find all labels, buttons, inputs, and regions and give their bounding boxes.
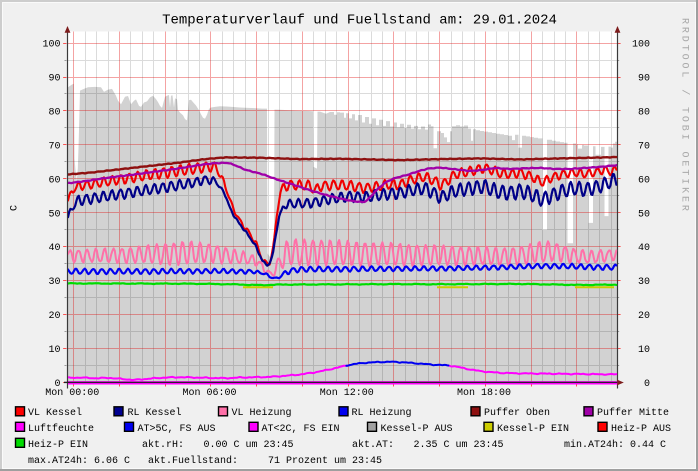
svg-text:RL Heizung: RL Heizung <box>352 407 412 419</box>
svg-text:71 Prozent um 23:45: 71 Prozent um 23:45 <box>268 456 382 467</box>
svg-text:40: 40 <box>638 243 650 254</box>
svg-text:Heiz-P AUS: Heiz-P AUS <box>611 423 671 435</box>
svg-text:Mon 00:00: Mon 00:00 <box>45 388 99 399</box>
svg-text:20: 20 <box>638 311 650 322</box>
svg-text:0.00 C um 23:45: 0.00 C um 23:45 <box>204 440 294 451</box>
svg-text:100: 100 <box>632 40 650 51</box>
svg-text:min.AT24h: 0.44 C: min.AT24h: 0.44 C <box>564 439 666 451</box>
svg-text:60: 60 <box>638 175 650 186</box>
svg-text:Mon 18:00: Mon 18:00 <box>457 388 511 399</box>
svg-text:VL Heizung: VL Heizung <box>232 407 292 419</box>
svg-text:Puffer Oben: Puffer Oben <box>484 407 550 419</box>
svg-text:C: C <box>10 205 21 211</box>
svg-text:Kessel-P AUS: Kessel-P AUS <box>381 423 453 435</box>
svg-text:Mon 12:00: Mon 12:00 <box>320 388 374 399</box>
svg-text:AT<2C, FS EIN: AT<2C, FS EIN <box>262 424 340 435</box>
svg-text:80: 80 <box>48 108 60 119</box>
svg-text:VL Kessel: VL Kessel <box>28 407 82 419</box>
svg-text:20: 20 <box>48 311 60 322</box>
svg-text:RL Kessel: RL Kessel <box>128 407 182 419</box>
svg-text:akt.AT:: akt.AT: <box>352 439 394 451</box>
svg-text:50: 50 <box>48 209 60 220</box>
svg-text:0: 0 <box>644 379 650 390</box>
svg-text:2.35 C um 23:45: 2.35 C um 23:45 <box>414 440 504 451</box>
svg-text:50: 50 <box>638 209 650 220</box>
svg-text:30: 30 <box>48 277 60 288</box>
svg-text:AT>5C, FS AUS: AT>5C, FS AUS <box>138 424 216 435</box>
svg-text:Puffer Mitte: Puffer Mitte <box>597 407 669 419</box>
svg-text:akt.rH:: akt.rH: <box>142 439 184 451</box>
svg-text:10: 10 <box>638 345 650 356</box>
svg-text:60: 60 <box>48 175 60 186</box>
svg-text:max.AT24h: 6.06 C: max.AT24h: 6.06 C <box>28 455 130 467</box>
svg-text:70: 70 <box>48 141 60 152</box>
svg-text:90: 90 <box>48 74 60 85</box>
svg-text:akt.Fuellstand:: akt.Fuellstand: <box>148 455 238 467</box>
svg-text:Luftfeuchte: Luftfeuchte <box>28 423 94 435</box>
svg-text:100: 100 <box>42 40 60 51</box>
svg-text:90: 90 <box>638 74 650 85</box>
svg-text:40: 40 <box>48 243 60 254</box>
svg-text:Kessel-P EIN: Kessel-P EIN <box>497 423 569 435</box>
svg-text:10: 10 <box>48 345 60 356</box>
svg-text:30: 30 <box>638 277 650 288</box>
svg-text:Mon 06:00: Mon 06:00 <box>182 388 236 399</box>
svg-text:RRDTOOL / TOBI OETIKER: RRDTOOL / TOBI OETIKER <box>679 18 691 214</box>
svg-text:0: 0 <box>54 379 60 390</box>
svg-text:Temperaturverlauf und Fuellsta: Temperaturverlauf und Fuellstand am: 29.… <box>162 13 557 29</box>
svg-text:Heiz-P EIN: Heiz-P EIN <box>28 439 88 451</box>
svg-text:80: 80 <box>638 108 650 119</box>
svg-text:70: 70 <box>638 141 650 152</box>
